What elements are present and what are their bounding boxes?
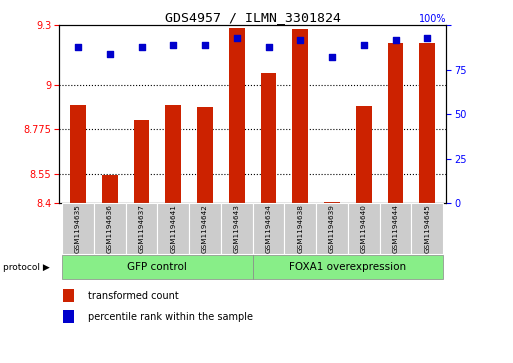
Point — [106, 51, 114, 57]
Text: GSM1194644: GSM1194644 — [392, 204, 399, 253]
Text: GSM1194635: GSM1194635 — [75, 204, 81, 253]
Text: GSM1194637: GSM1194637 — [139, 204, 145, 253]
Point — [264, 44, 272, 50]
Bar — [70, 106, 86, 203]
Text: transformed count: transformed count — [88, 291, 179, 301]
Text: GSM1194641: GSM1194641 — [170, 204, 176, 253]
Text: GSM1194634: GSM1194634 — [266, 204, 271, 253]
Text: FOXA1 overexpression: FOXA1 overexpression — [289, 262, 406, 272]
Bar — [229, 28, 245, 203]
Bar — [126, 203, 157, 254]
Point — [169, 42, 177, 48]
Bar — [94, 203, 126, 254]
Text: GSM1194645: GSM1194645 — [424, 204, 430, 253]
Text: GSM1194640: GSM1194640 — [361, 204, 367, 253]
Point — [423, 35, 431, 41]
Bar — [419, 43, 435, 203]
Bar — [356, 106, 372, 203]
Point — [391, 37, 400, 42]
Bar — [388, 43, 403, 203]
Bar — [292, 29, 308, 203]
Text: GSM1194642: GSM1194642 — [202, 204, 208, 253]
Text: GFP control: GFP control — [127, 262, 187, 272]
Text: GSM1194638: GSM1194638 — [297, 204, 303, 253]
Bar — [189, 203, 221, 254]
Title: GDS4957 / ILMN_3301824: GDS4957 / ILMN_3301824 — [165, 11, 341, 24]
Bar — [253, 203, 284, 254]
Point — [360, 42, 368, 48]
Point — [137, 44, 146, 50]
Point — [74, 44, 82, 50]
Text: percentile rank within the sample: percentile rank within the sample — [88, 311, 253, 322]
Bar — [324, 202, 340, 203]
Bar — [62, 256, 253, 279]
Text: 100%: 100% — [419, 14, 446, 24]
Bar — [253, 256, 443, 279]
Bar — [411, 203, 443, 254]
Point — [201, 42, 209, 48]
Bar — [165, 106, 181, 203]
Bar — [63, 310, 74, 323]
Bar — [102, 175, 117, 203]
Bar — [284, 203, 316, 254]
Bar — [261, 73, 277, 203]
Bar — [316, 203, 348, 254]
Text: GSM1194643: GSM1194643 — [234, 204, 240, 253]
Bar — [221, 203, 253, 254]
Text: GSM1194636: GSM1194636 — [107, 204, 113, 253]
Bar — [380, 203, 411, 254]
Point — [328, 54, 336, 60]
Bar — [157, 203, 189, 254]
Point — [296, 37, 304, 42]
Bar — [348, 203, 380, 254]
Point — [233, 35, 241, 41]
Bar — [63, 289, 74, 302]
Bar — [133, 120, 149, 203]
Text: GSM1194639: GSM1194639 — [329, 204, 335, 253]
Bar — [62, 203, 94, 254]
Bar — [197, 107, 213, 203]
Text: protocol ▶: protocol ▶ — [3, 263, 49, 272]
